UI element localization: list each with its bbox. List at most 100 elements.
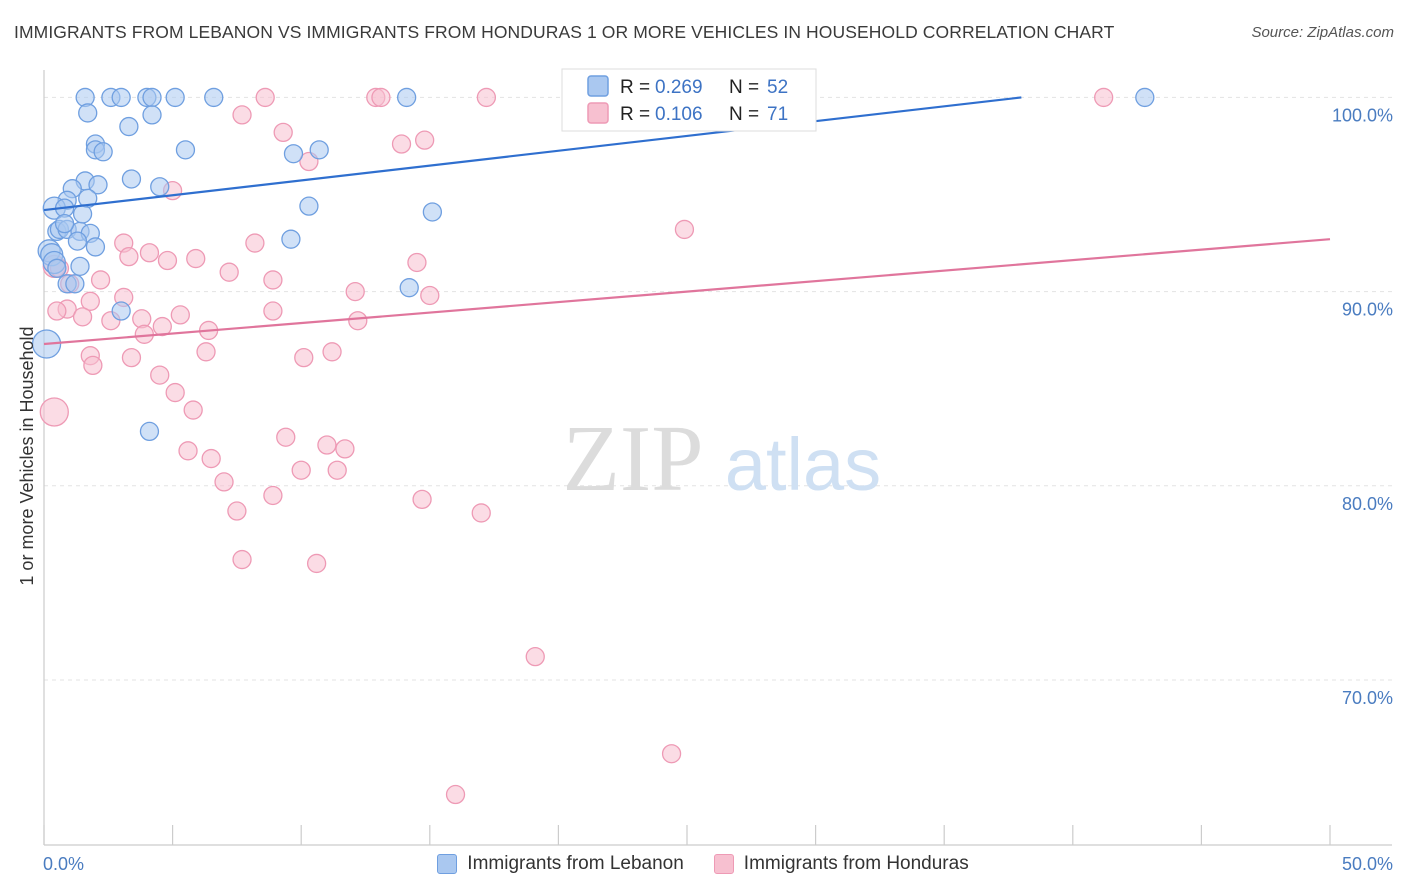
honduras-point xyxy=(201,448,221,469)
lebanon-point xyxy=(142,105,162,125)
honduras-point xyxy=(232,105,252,125)
gridlines xyxy=(44,96,1392,681)
honduras-point xyxy=(183,400,203,420)
lebanon-point xyxy=(281,229,301,249)
honduras-point xyxy=(345,281,365,302)
lebanon-point xyxy=(165,87,185,108)
honduras-point xyxy=(476,87,497,108)
legend-item-honduras[interactable]: Immigrants from Honduras xyxy=(713,853,969,875)
honduras-point xyxy=(255,87,275,108)
lebanon-point xyxy=(119,116,139,137)
honduras-point xyxy=(391,134,412,154)
lebanon-r-value: 0.269 xyxy=(655,77,703,98)
honduras-point xyxy=(415,130,435,150)
legend-item-lebanon[interactable]: Immigrants from Lebanon xyxy=(437,853,684,875)
legend-label-honduras: Immigrants from Honduras xyxy=(743,853,969,874)
honduras-point xyxy=(294,347,314,368)
honduras-point xyxy=(83,355,103,376)
honduras-point xyxy=(227,501,247,521)
honduras-point xyxy=(322,342,342,362)
honduras-point xyxy=(674,219,695,240)
legend-label-lebanon: Immigrants from Lebanon xyxy=(467,853,684,874)
lebanon-point xyxy=(397,87,417,108)
honduras-point xyxy=(165,382,185,403)
watermark: ZIP atlas xyxy=(563,407,882,511)
honduras-point xyxy=(157,250,178,271)
lebanon-point xyxy=(70,256,90,277)
trend-lines xyxy=(43,96,1331,346)
honduras-n-label: N = xyxy=(729,104,759,125)
honduras-point xyxy=(90,270,111,290)
honduras-point xyxy=(47,301,67,321)
honduras-point xyxy=(420,285,440,306)
honduras-point xyxy=(196,342,216,362)
honduras-point xyxy=(263,485,283,506)
stats-legend: R = 0.269 N = 52 R = 0.106 N = 71 xyxy=(561,68,817,132)
lebanon-point xyxy=(399,278,419,298)
honduras-r-value: 0.106 xyxy=(655,104,703,125)
honduras-point xyxy=(263,270,283,290)
honduras-point xyxy=(119,246,139,267)
honduras-point xyxy=(273,122,293,143)
y-tick-labels: 70.0% 80.0% 90.0% 100.0% xyxy=(1332,105,1393,708)
lebanon-point xyxy=(142,87,162,108)
x-tick-label-max: 50.0% xyxy=(1342,854,1393,874)
honduras-point xyxy=(232,549,252,570)
lebanon-points xyxy=(31,87,1155,442)
lebanon-point xyxy=(47,258,67,278)
y-tick-label: 70.0% xyxy=(1342,688,1393,708)
lebanon-point xyxy=(85,237,106,257)
honduras-point xyxy=(327,460,347,480)
lebanon-point xyxy=(72,204,93,224)
honduras-point xyxy=(121,347,142,368)
lebanon-point xyxy=(88,175,108,195)
lebanon-swatch xyxy=(437,854,458,874)
honduras-point xyxy=(335,439,355,459)
honduras-point xyxy=(170,305,190,325)
honduras-point xyxy=(150,365,170,385)
lebanon-point xyxy=(175,140,196,160)
lebanon-point xyxy=(121,169,142,189)
honduras-point xyxy=(186,248,206,269)
axes xyxy=(43,70,1392,846)
lebanon-point xyxy=(204,87,224,108)
lebanon-legend-swatch xyxy=(587,75,609,97)
lebanon-point xyxy=(67,231,88,251)
honduras-point xyxy=(291,460,311,480)
honduras-point xyxy=(72,307,93,327)
honduras-point xyxy=(407,252,427,273)
honduras-point xyxy=(152,316,172,337)
y-tick-label: 100.0% xyxy=(1332,105,1393,125)
honduras-point xyxy=(1094,87,1114,108)
lebanon-point xyxy=(111,301,131,321)
honduras-point xyxy=(263,301,283,321)
honduras-point xyxy=(276,427,296,447)
honduras-point xyxy=(348,311,368,331)
lebanon-trend-line xyxy=(43,96,1022,212)
lebanon-point xyxy=(78,103,98,123)
chart-title: IMMIGRANTS FROM LEBANON VS IMMIGRANTS FR… xyxy=(14,22,1115,42)
honduras-point xyxy=(214,472,234,492)
lebanon-r-label: R = xyxy=(620,77,650,98)
honduras-point xyxy=(471,503,491,523)
honduras-point xyxy=(245,233,265,253)
honduras-point xyxy=(306,553,327,574)
watermark-atlas: atlas xyxy=(725,423,881,506)
x-tick-label-min: 0.0% xyxy=(43,854,84,874)
lebanon-point xyxy=(139,421,160,442)
lebanon-point xyxy=(150,177,170,197)
lebanon-point xyxy=(65,274,85,294)
y-axis-label: 1 or more Vehicles in Household xyxy=(17,326,37,585)
y-tick-label: 90.0% xyxy=(1342,300,1393,320)
honduras-point xyxy=(178,441,198,461)
lebanon-n-label: N = xyxy=(729,77,759,98)
honduras-point xyxy=(139,243,160,263)
lebanon-point xyxy=(111,87,131,108)
lebanon-point xyxy=(422,202,443,222)
lebanon-point xyxy=(299,196,319,216)
honduras-point xyxy=(525,646,545,667)
lebanon-point xyxy=(283,144,304,164)
lebanon-point xyxy=(54,213,75,234)
honduras-trend-line xyxy=(43,238,1331,346)
